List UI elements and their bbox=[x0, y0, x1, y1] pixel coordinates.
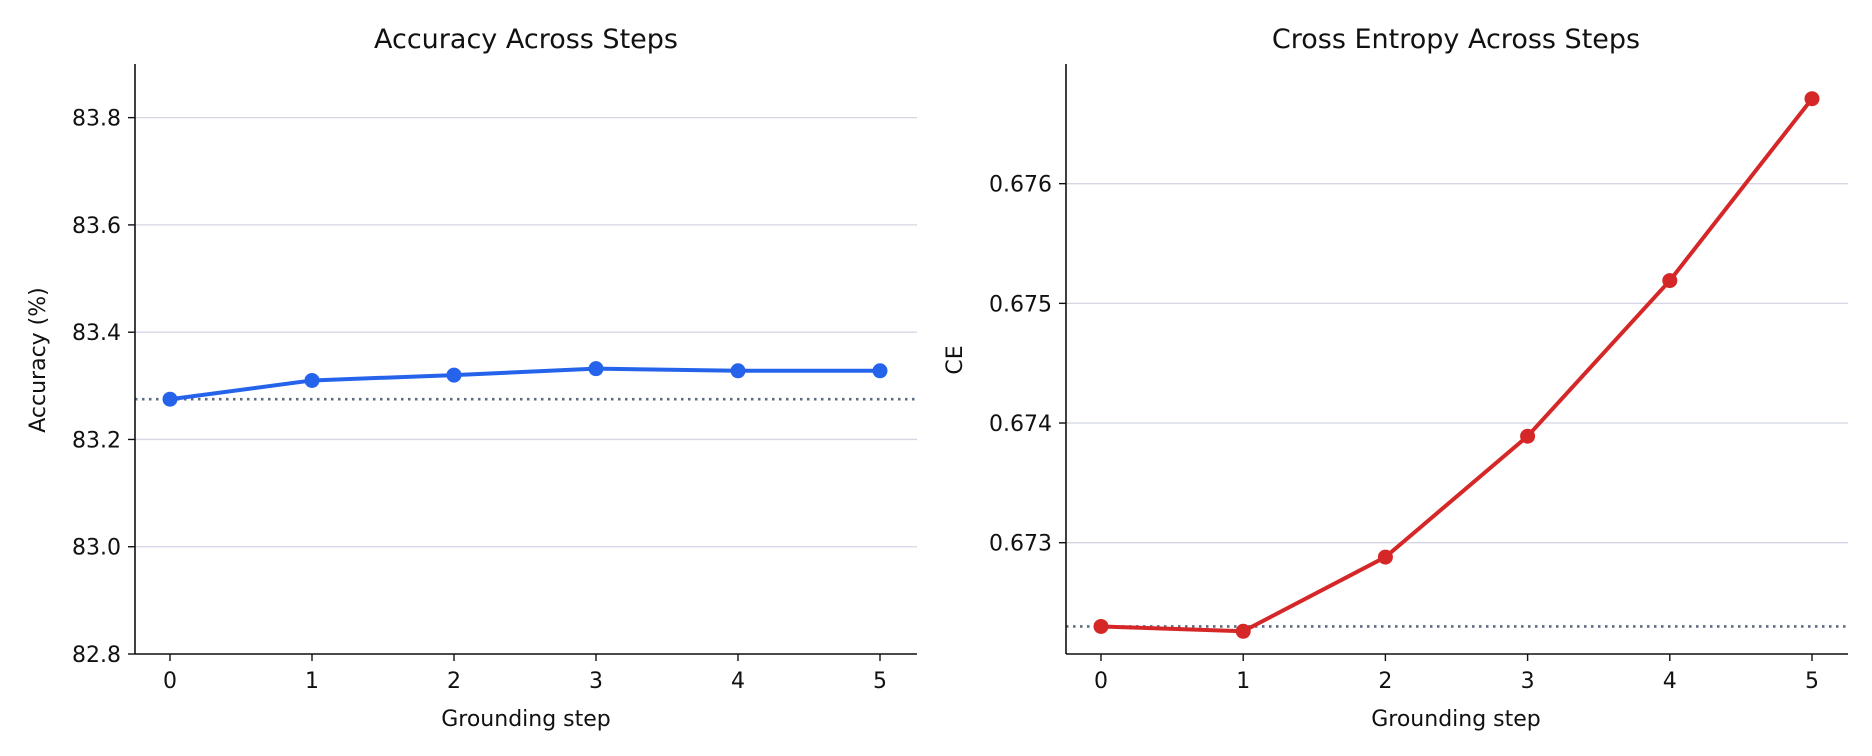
x-tick-label: 4 bbox=[1663, 669, 1677, 694]
y-axis-label: Accuracy (%) bbox=[26, 287, 51, 433]
y-tick-label: 0.674 bbox=[989, 412, 1052, 437]
x-tick-label: 0 bbox=[163, 669, 177, 694]
x-tick-label: 5 bbox=[1805, 669, 1819, 694]
accuracy-axes bbox=[134, 64, 917, 655]
data-point bbox=[1093, 618, 1109, 634]
accuracy-chart: 82.8 83.0 83.2 83.4 83.6 83.8 0 1 2 3 4 5 Accuracy … bbox=[26, 24, 917, 732]
y-tick-label: 83.8 bbox=[72, 107, 121, 132]
y-tick-label: 83.6 bbox=[72, 214, 121, 239]
accuracy-grid bbox=[135, 116, 917, 655]
y-axis-label: CE bbox=[943, 345, 968, 374]
data-point bbox=[304, 372, 320, 388]
x-axis-label: Grounding step bbox=[441, 707, 611, 732]
x-tick-label: 1 bbox=[1236, 669, 1250, 694]
y-tick-label: 0.673 bbox=[989, 532, 1052, 557]
data-point bbox=[1804, 91, 1820, 107]
ce-series bbox=[1093, 91, 1820, 639]
x-tick-label: 4 bbox=[731, 669, 745, 694]
y-tick-label: 83.4 bbox=[72, 321, 121, 346]
x-axis-label: Grounding step bbox=[1371, 707, 1541, 732]
cross-entropy-chart: 0.673 0.674 0.675 0.676 0 1 2 3 4 5 Cross Entropy… bbox=[943, 24, 1848, 732]
ce-axes bbox=[1065, 64, 1848, 655]
data-point bbox=[1520, 428, 1536, 444]
data-point bbox=[1662, 273, 1678, 289]
data-point bbox=[1377, 549, 1393, 565]
x-tick-label: 1 bbox=[305, 669, 319, 694]
y-tick-label: 83.2 bbox=[72, 428, 121, 453]
chart-title: Accuracy Across Steps bbox=[374, 24, 678, 55]
x-tick-label: 0 bbox=[1094, 669, 1108, 694]
x-tick-label: 2 bbox=[1378, 669, 1392, 694]
data-point bbox=[872, 363, 888, 379]
chart-title: Cross Entropy Across Steps bbox=[1272, 24, 1640, 55]
y-tick-label: 0.676 bbox=[989, 173, 1052, 198]
data-point bbox=[446, 367, 462, 383]
data-point bbox=[730, 363, 746, 379]
ce-ticks: 0.673 0.674 0.675 0.676 0 1 2 3 4 5 bbox=[989, 173, 1819, 694]
accuracy-ticks: 82.8 83.0 83.2 83.4 83.6 83.8 0 1 2 3 4 5 bbox=[72, 107, 887, 694]
x-tick-label: 3 bbox=[1521, 669, 1535, 694]
x-tick-label: 3 bbox=[589, 669, 603, 694]
series-line bbox=[1099, 96, 1814, 634]
data-point bbox=[162, 391, 178, 407]
x-tick-label: 5 bbox=[873, 669, 887, 694]
ce-grid bbox=[1066, 183, 1848, 544]
accuracy-series bbox=[162, 361, 888, 407]
x-tick-label: 2 bbox=[447, 669, 461, 694]
data-point bbox=[1235, 623, 1251, 639]
y-tick-label: 83.0 bbox=[72, 536, 121, 561]
y-tick-label: 82.8 bbox=[72, 643, 121, 668]
data-point bbox=[588, 361, 604, 377]
y-tick-label: 0.675 bbox=[989, 292, 1052, 317]
series-line bbox=[168, 366, 882, 402]
